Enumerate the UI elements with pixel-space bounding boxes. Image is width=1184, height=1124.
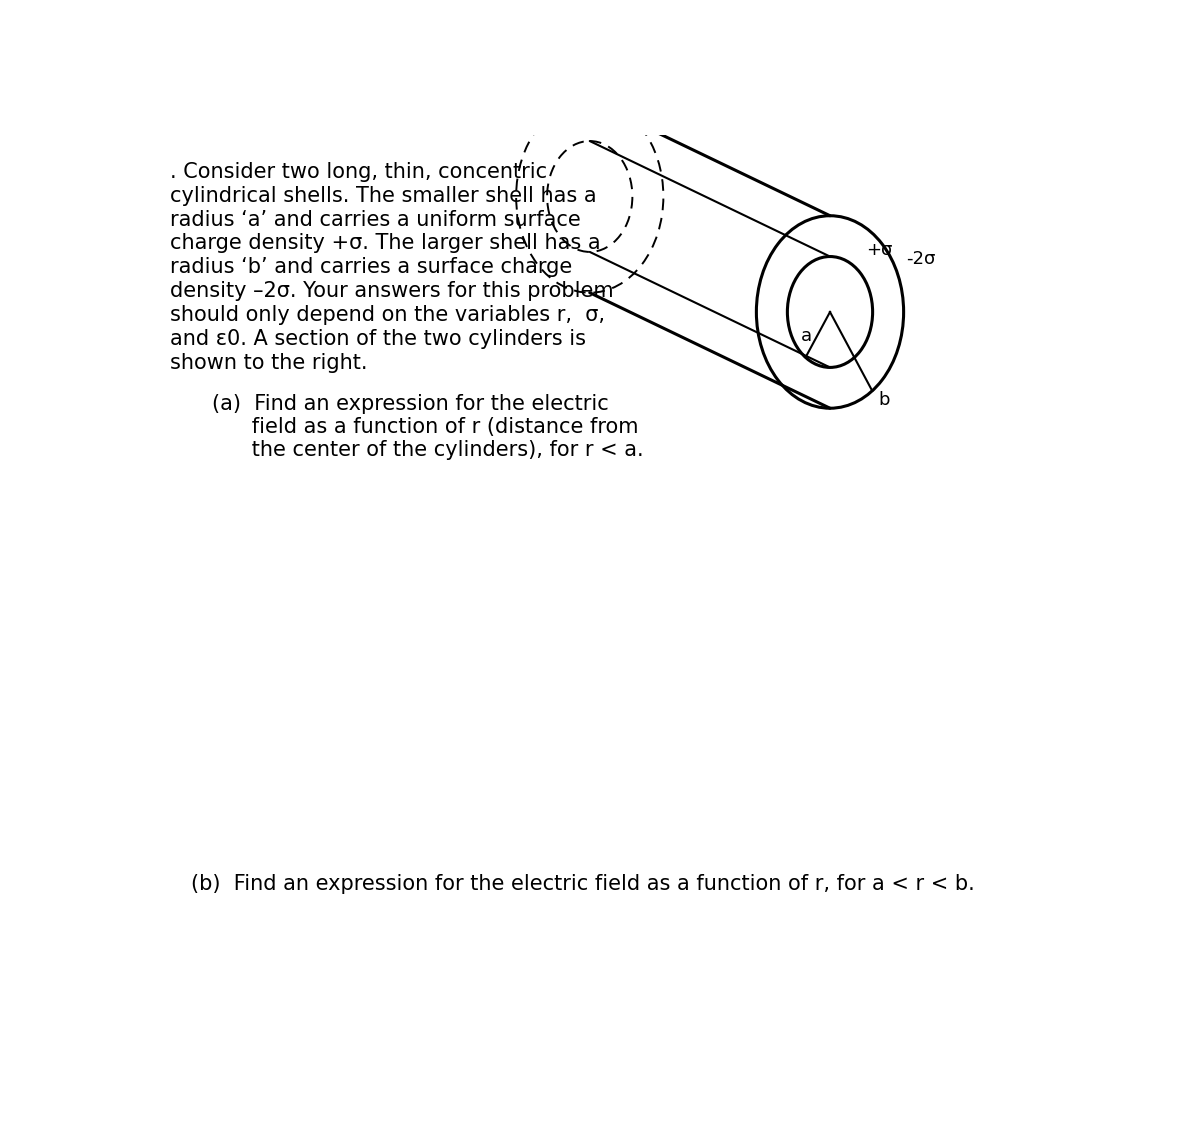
Text: -2σ: -2σ <box>906 250 935 268</box>
Text: the center of the cylinders), for r < a.: the center of the cylinders), for r < a. <box>212 439 644 460</box>
Text: (a)  Find an expression for the electric: (a) Find an expression for the electric <box>212 393 609 414</box>
Text: +σ: +σ <box>867 242 893 260</box>
Text: b: b <box>879 391 890 409</box>
Text: a: a <box>802 327 812 345</box>
Text: radius ‘a’ and carries a uniform surface: radius ‘a’ and carries a uniform surface <box>169 209 580 229</box>
Text: field as a function of r (distance from: field as a function of r (distance from <box>212 417 639 437</box>
Text: and ε0. A section of the two cylinders is: and ε0. A section of the two cylinders i… <box>169 329 586 348</box>
Text: charge density +σ. The larger shell has a: charge density +σ. The larger shell has … <box>169 234 600 253</box>
Text: shown to the right.: shown to the right. <box>169 353 367 373</box>
Text: cylindrical shells. The smaller shell has a: cylindrical shells. The smaller shell ha… <box>169 185 597 206</box>
Text: . Consider two long, thin, concentric: . Consider two long, thin, concentric <box>169 162 547 182</box>
Text: density –2σ. Your answers for this problem: density –2σ. Your answers for this probl… <box>169 281 613 301</box>
Text: radius ‘b’ and carries a surface charge: radius ‘b’ and carries a surface charge <box>169 257 572 278</box>
Text: should only depend on the variables r,  σ,: should only depend on the variables r, σ… <box>169 305 605 325</box>
Text: (b)  Find an expression for the electric field as a function of r, for a < r < b: (b) Find an expression for the electric … <box>192 874 976 894</box>
